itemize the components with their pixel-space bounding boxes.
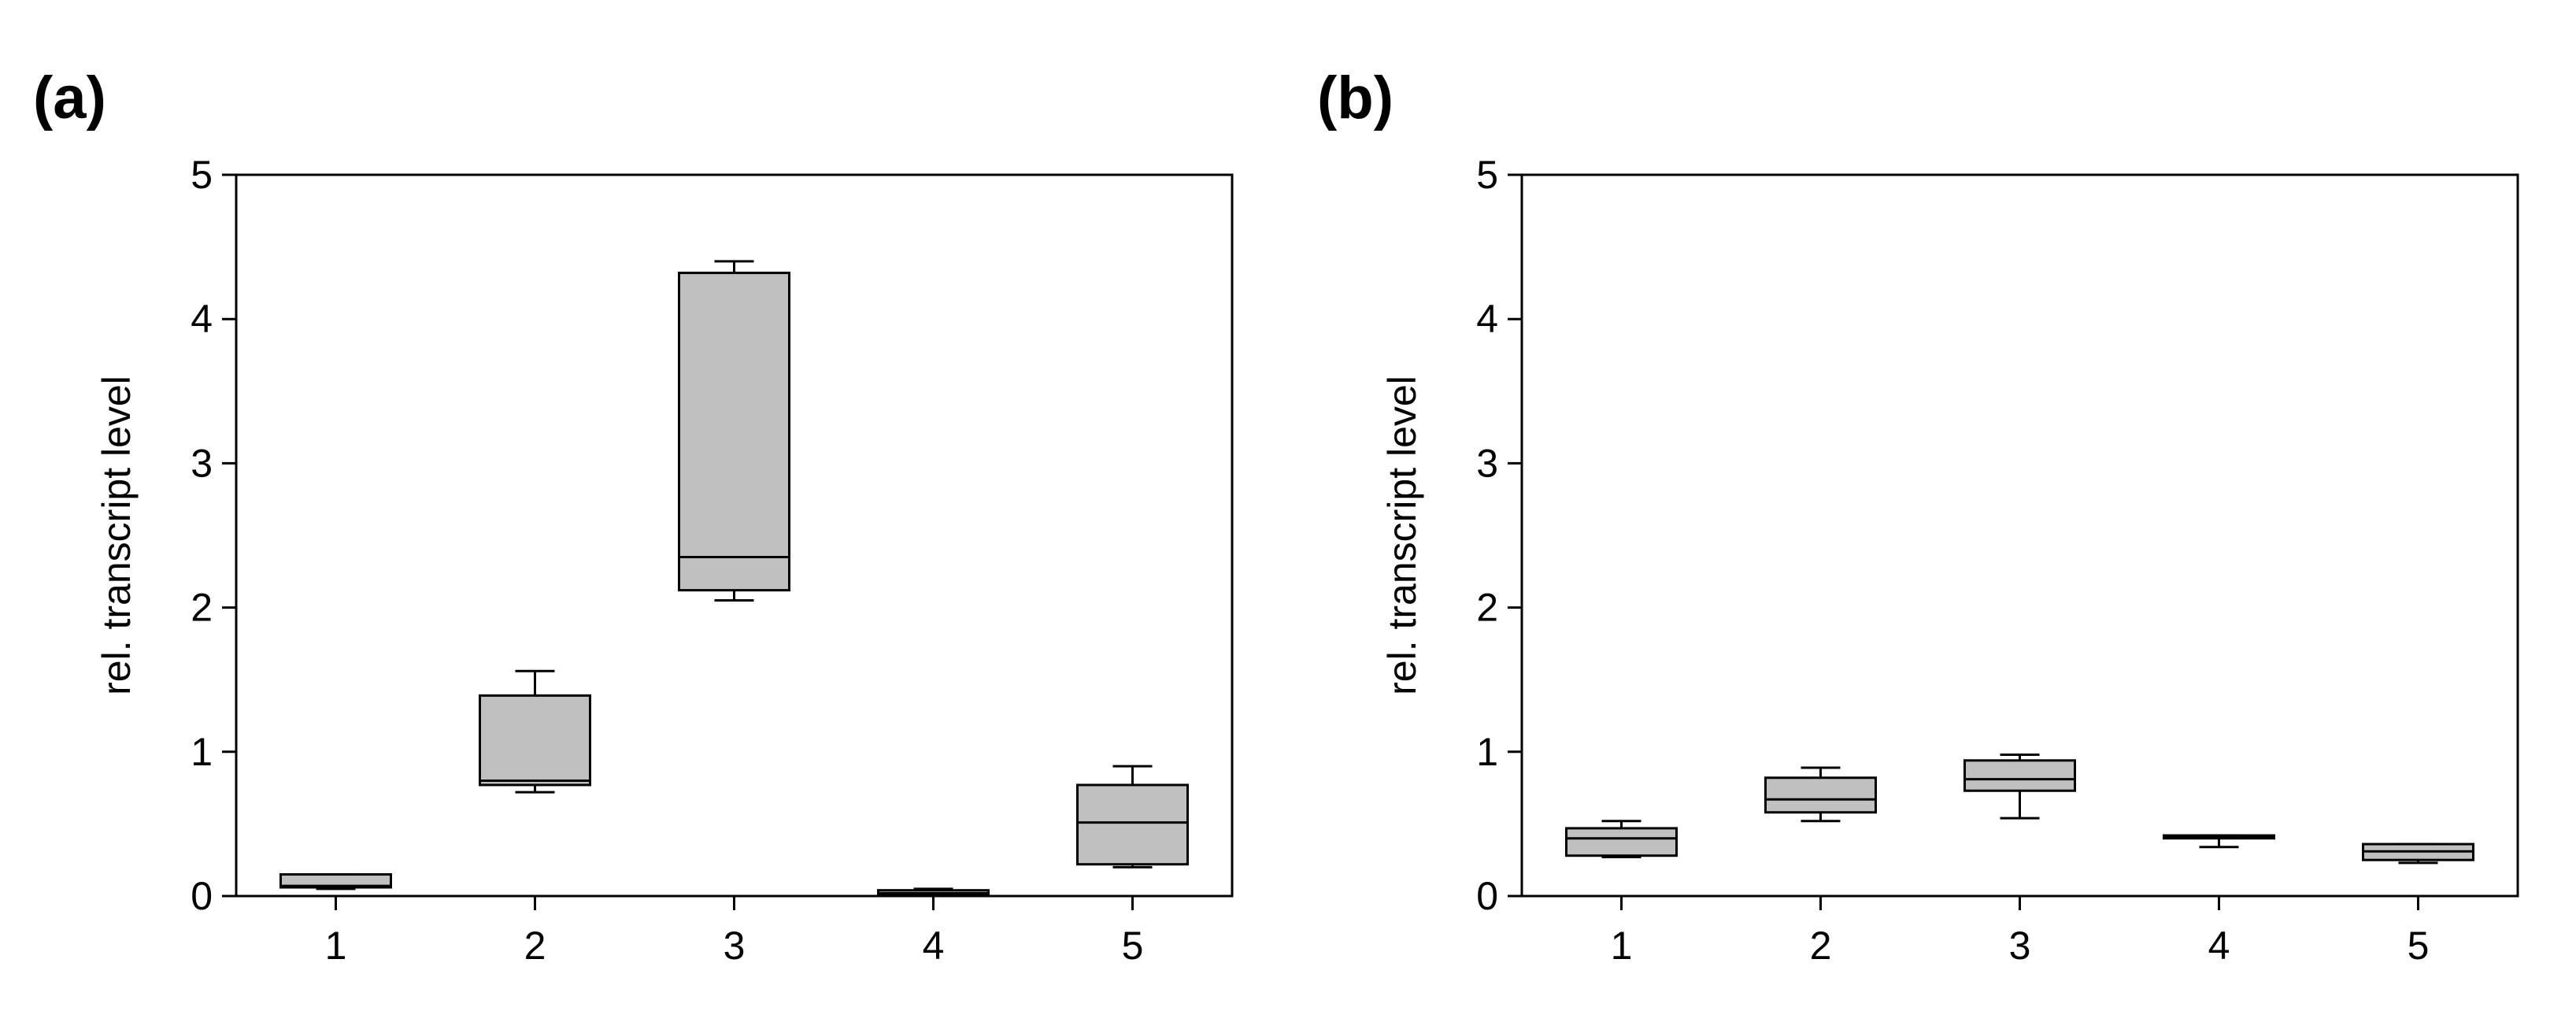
x-tick-label: 3 <box>724 924 746 968</box>
x-tick-label: 5 <box>1122 924 1144 968</box>
x-tick-label: 2 <box>1810 924 1832 968</box>
y-tick-label: 1 <box>1476 730 1498 774</box>
x-tick-label: 5 <box>2408 924 2430 968</box>
iqr-box <box>1764 776 1877 814</box>
box-2 <box>1764 766 1877 823</box>
panel-label: (b) <box>1317 65 1393 131</box>
x-tick-label: 2 <box>524 924 546 968</box>
chart-panel-a: (a) 0 1 2 3 4 5 1 2 3 4 5 rel. transcript level <box>33 65 1234 968</box>
y-tick-label: 0 <box>1476 874 1498 918</box>
y-tick-label: 1 <box>191 730 213 774</box>
chart-panel-b: (b) 0 1 2 3 4 5 1 2 3 4 5 rel. transcript level <box>1317 65 2519 968</box>
iqr-box <box>279 873 392 889</box>
y-axis-title: rel. transcript level <box>94 376 139 695</box>
x-tick-label: 4 <box>923 924 945 968</box>
box-2 <box>479 669 591 794</box>
box-3 <box>678 260 790 602</box>
x-tick-label: 4 <box>2208 924 2230 968</box>
y-tick-label: 3 <box>191 441 213 485</box>
box-4 <box>877 887 990 898</box>
box-3 <box>1963 753 2076 820</box>
box-5 <box>2362 842 2474 865</box>
iqr-box <box>479 694 591 787</box>
y-tick-label: 2 <box>1476 586 1498 630</box>
x-tick-label: 1 <box>325 924 347 968</box>
y-tick-label: 3 <box>1476 441 1498 485</box>
x-tick-label: 1 <box>1611 924 1633 968</box>
box-1 <box>1565 820 1678 859</box>
y-axis-title: rel. transcript level <box>1380 376 1424 695</box>
y-tick-label: 0 <box>191 874 213 918</box>
y-tick-label: 4 <box>191 297 213 341</box>
box-5 <box>1076 765 1189 868</box>
panel-label: (a) <box>33 65 106 131</box>
iqr-box <box>678 272 790 592</box>
iqr-box <box>1565 827 1678 857</box>
y-tick-label: 2 <box>191 586 213 630</box>
iqr-box <box>1076 783 1189 866</box>
box-4 <box>2163 834 2275 849</box>
box-1 <box>279 873 392 891</box>
x-tick-label: 3 <box>2009 924 2031 968</box>
y-tick-label: 4 <box>1476 297 1498 341</box>
iqr-box <box>1963 759 2076 792</box>
y-tick-label: 5 <box>191 153 213 197</box>
y-tick-label: 5 <box>1476 153 1498 197</box>
